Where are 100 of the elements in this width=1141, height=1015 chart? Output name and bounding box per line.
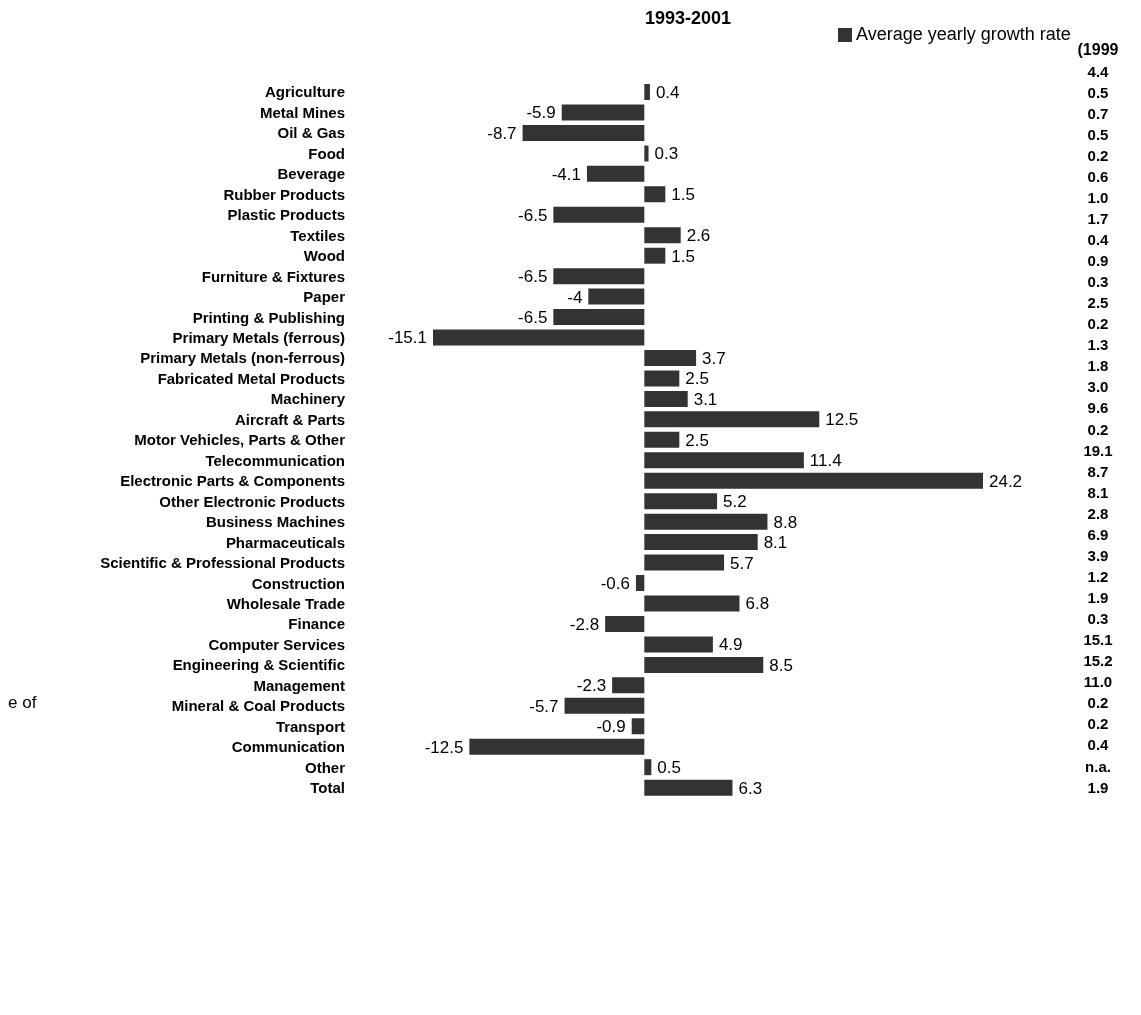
bar: [644, 390, 688, 407]
text: 9.6: [1086, 399, 1110, 417]
y-tick-label: Pharmaceuticals: [225, 533, 345, 551]
y-tick-label: Fabricated Metal Products: [157, 369, 345, 387]
y-tick-label: Mineral & Coal Products: [171, 697, 345, 715]
text: 1.9: [1086, 589, 1110, 607]
text: 0.2: [1086, 146, 1110, 164]
data-label: 4.9: [718, 635, 743, 655]
text: 19.1: [1082, 441, 1114, 459]
bar: [644, 779, 733, 796]
text: 1.7: [1086, 209, 1110, 227]
text: 2.8: [1086, 504, 1110, 522]
text: e of: [8, 692, 37, 713]
bar: [644, 493, 718, 510]
y-tick-label: Other Electronic Products: [159, 492, 345, 510]
y-tick-label: Finance: [288, 615, 345, 633]
y-tick-label: Total: [310, 779, 345, 797]
text: 0.4: [1086, 736, 1110, 754]
y-tick-label: Scientific & Professional Products: [100, 554, 345, 572]
data-label: 2.5: [685, 369, 709, 389]
text: 0.2: [1086, 315, 1110, 333]
y-tick-label: Computer Services: [208, 635, 345, 653]
y-tick-label: Furniture & Fixtures: [201, 267, 345, 285]
y-tick-label: Engineering & Scientific: [172, 656, 345, 674]
bar: [605, 615, 645, 632]
text: 0.2: [1086, 715, 1110, 733]
y-tick-label: Agriculture: [265, 83, 345, 101]
bar: [644, 431, 680, 448]
text: (1999: [1077, 41, 1119, 58]
y-tick-label: Business Machines: [205, 513, 345, 531]
bar: [644, 636, 713, 653]
data-label: -4: [567, 287, 583, 307]
text: 0.4: [1086, 231, 1110, 248]
data-label: -0.9: [596, 717, 626, 737]
data-label: -5.7: [529, 696, 559, 716]
text: 1.2: [1086, 567, 1110, 585]
data-label: 2.5: [685, 430, 709, 450]
bar: [644, 145, 649, 162]
bar: [561, 104, 645, 121]
bar: [644, 247, 666, 264]
data-label: 5.2: [723, 492, 747, 512]
bar: [644, 186, 666, 203]
text: 0.3: [1086, 610, 1110, 628]
data-label: 11.4: [809, 451, 842, 471]
y-tick-label: Rubber Products: [223, 185, 345, 203]
bar: [553, 309, 645, 326]
y-tick-label: Telecommunication: [205, 451, 345, 469]
text: 1.9: [1086, 778, 1110, 796]
data-label: -6.5: [518, 308, 548, 328]
y-tick-label: Printing & Publishing: [192, 308, 345, 326]
bar: [635, 575, 645, 592]
data-label: -8.7: [487, 123, 517, 143]
y-tick-label: Management: [253, 676, 346, 694]
bar: [644, 513, 768, 530]
text: 15.2: [1082, 652, 1114, 670]
bar: [644, 227, 681, 244]
text: 0.6: [1086, 167, 1110, 185]
y-tick-label: Motor Vehicles, Parts & Other: [134, 431, 346, 449]
data-label: 3.7: [702, 348, 726, 368]
y-tick-label: Aircraft & Parts: [235, 410, 345, 428]
y-tick-label: Communication: [231, 738, 345, 756]
text: 0.2: [1086, 694, 1110, 712]
bar: [553, 206, 645, 223]
data-label: 5.7: [730, 553, 754, 573]
data-label: 2.6: [686, 226, 711, 246]
data-label: 8.1: [763, 533, 788, 553]
y-tick-label: Primary Metals (non-ferrous): [140, 349, 346, 367]
y-tick-label: Metal Mines: [260, 103, 345, 121]
data-label: 6.8: [745, 594, 770, 614]
y-tick-label: Transport: [275, 717, 346, 735]
legend-label: Average yearly growth rate: [856, 24, 1071, 44]
data-label: -2.8: [569, 614, 600, 634]
data-label: -0.6: [600, 573, 630, 593]
bar: [644, 759, 652, 776]
bar: [553, 268, 645, 285]
y-tick-label: Electronic Parts & Components: [120, 472, 345, 490]
bar: [564, 697, 645, 714]
y-tick-label: Machinery: [270, 390, 346, 408]
y-tick-label: Oil & Gas: [277, 124, 345, 142]
text: 0.9: [1086, 252, 1110, 270]
y-tick-label: Food: [308, 144, 345, 162]
bar: [644, 472, 983, 489]
y-tick-label: Wood: [303, 247, 345, 265]
text: 11.0: [1082, 673, 1114, 691]
data-label: -12.5: [424, 737, 464, 757]
bar: [644, 411, 820, 428]
data-label: 8.8: [773, 512, 798, 532]
y-tick-label: Primary Metals (ferrous): [172, 329, 345, 346]
y-tick-label: Paper: [303, 288, 346, 306]
text: 0.5: [1086, 125, 1110, 143]
text: 1.0: [1086, 188, 1110, 206]
text: 0.7: [1086, 104, 1110, 122]
y-tick-label: Beverage: [277, 165, 345, 183]
bar: [588, 288, 645, 305]
y-tick-label: Construction: [251, 574, 345, 592]
data-label: 6.3: [738, 778, 763, 798]
bar: [433, 329, 645, 346]
data-label: 0.5: [657, 758, 681, 778]
bar: [522, 124, 645, 141]
data-label: -2.3: [576, 676, 607, 696]
